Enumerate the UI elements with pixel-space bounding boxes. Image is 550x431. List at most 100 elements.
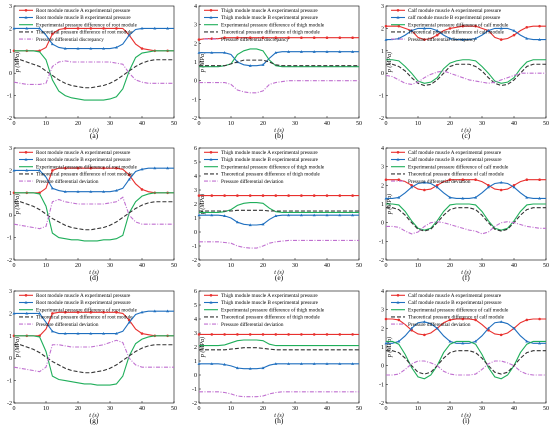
y-tick-label: 0 [381, 364, 384, 370]
data-point [525, 178, 529, 182]
y-tick-label: -1 [192, 244, 197, 250]
y-tick-label: 0 [194, 230, 197, 236]
x-tick-label: 40 [511, 406, 517, 412]
x-axis-title: t (s) [461, 127, 471, 134]
y-tick-label: -2 [192, 401, 197, 407]
data-point [461, 317, 465, 321]
y-tick-label: 1 [9, 191, 12, 197]
series-line-blue [199, 214, 359, 226]
legend-label: Root module muscle A experimental pressu… [36, 293, 131, 299]
data-point [236, 36, 239, 40]
series-line-purple [386, 360, 546, 376]
data-point [448, 195, 452, 199]
y-tick-label: 3 [194, 331, 197, 337]
data-point [89, 46, 93, 50]
data-point [261, 366, 265, 370]
legend-label: Thigh module muscle B experimental press… [221, 300, 319, 306]
legend-label: Calf module muscle A experimental pressu… [408, 292, 502, 299]
data-point [312, 362, 316, 365]
data-point [397, 339, 401, 343]
data-point [63, 46, 67, 50]
data-point [525, 339, 529, 343]
legend-marker [24, 15, 28, 19]
legend-label: Calf module muscle A experimental pressu… [408, 149, 502, 156]
y-tick-label: 6 [194, 146, 197, 152]
legend-label: Theoretical pressure difference of root … [36, 29, 133, 36]
legend-label: Root module muscle B experimental pressu… [36, 15, 131, 21]
data-point [248, 194, 252, 197]
data-point [210, 333, 214, 336]
data-point [461, 196, 465, 200]
data-point [197, 194, 201, 197]
data-point [274, 51, 278, 54]
x-tick-label: 20 [260, 406, 266, 412]
legend-label: Thigh module muscle A experimental press… [221, 8, 318, 14]
data-point [461, 38, 465, 41]
series-line-purple [199, 239, 359, 249]
data-point [287, 213, 291, 217]
data-point [248, 223, 252, 227]
data-point [140, 47, 144, 50]
series-line-blue [14, 310, 174, 335]
x-tick-label: 50 [543, 263, 549, 269]
data-point [25, 26, 29, 30]
data-point [384, 38, 388, 41]
y-axis-title: p (MPa) [199, 52, 206, 73]
legend-marker [24, 294, 28, 297]
legend-label: Experimental pressure difference of thig… [221, 21, 325, 28]
data-point [287, 36, 290, 40]
x-tick-label: 0 [385, 263, 388, 269]
x-tick-label: 40 [139, 406, 145, 412]
legend-label: Experimental pressure difference of calf… [408, 306, 509, 313]
data-point [312, 36, 316, 40]
y-tick-label: 4 [194, 174, 197, 180]
y-tick-label: 2 [381, 326, 384, 332]
data-point [197, 51, 201, 54]
data-point [338, 362, 342, 365]
data-point [512, 185, 516, 189]
data-point [299, 213, 303, 217]
data-point [89, 190, 93, 193]
chart-panel-b: 0 10 20 30 40 50 -2 -1 0 1 2 3 4 t (s) p (MPa) Thigh mo… [192, 4, 362, 140]
data-point [538, 341, 542, 345]
y-tick-label: -2 [379, 258, 384, 264]
data-point [114, 331, 118, 335]
x-tick-label: 10 [43, 406, 49, 412]
series-line-purple [386, 221, 546, 235]
data-point [102, 46, 106, 50]
data-point [140, 310, 144, 314]
x-tick-label: 20 [260, 121, 266, 127]
y-axis-title: p (MPa) [14, 337, 21, 358]
y-tick-label: -1 [379, 239, 384, 245]
data-point [50, 42, 54, 46]
legend-marker [209, 9, 213, 12]
x-tick-label: 50 [356, 406, 362, 412]
y-tick-label: 2 [194, 41, 197, 47]
x-tick-label: 10 [43, 121, 49, 127]
data-point [410, 326, 414, 330]
x-tick-label: 20 [447, 121, 453, 127]
data-point [325, 362, 329, 365]
y-tick-label: 3 [381, 4, 384, 10]
data-point [461, 178, 465, 182]
x-tick-label: 40 [139, 263, 145, 269]
legend-marker [209, 15, 213, 19]
x-axis-title: t (s) [274, 412, 284, 419]
data-point [51, 312, 54, 315]
y-tick-label: 0 [194, 373, 197, 379]
chart-panel-c: 0 10 20 30 40 50 -2 -1 0 1 2 3 t (s) p (MPa) Calf modu… [379, 4, 549, 140]
data-point [397, 24, 401, 28]
y-tick-label: -2 [7, 116, 12, 122]
data-point [512, 33, 516, 37]
x-tick-label: 40 [324, 406, 330, 412]
y-tick-label: -2 [379, 116, 384, 122]
x-tick-label: 30 [292, 263, 298, 269]
series-line-black [199, 59, 359, 67]
legend-label: Experimental pressure difference of thig… [221, 163, 325, 170]
series-line-green [199, 339, 359, 347]
data-point [248, 36, 252, 40]
series-line-purple [14, 60, 174, 85]
y-tick-label: 1 [194, 60, 197, 66]
data-point [274, 36, 278, 40]
